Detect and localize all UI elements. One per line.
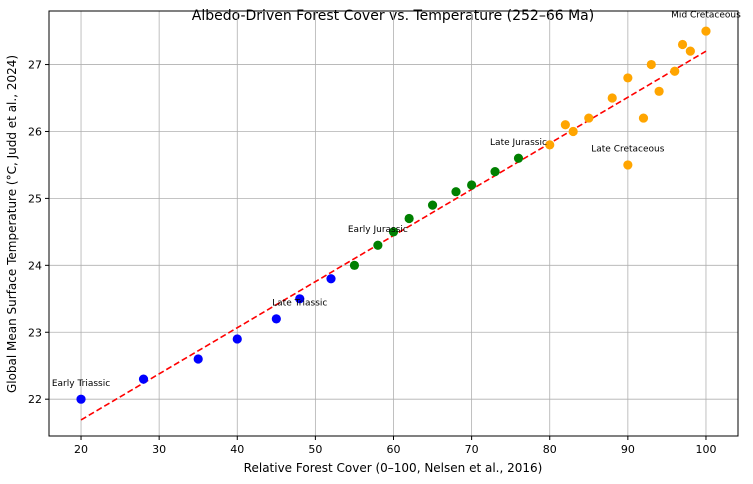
data-point (138, 374, 149, 384)
data-point (607, 93, 617, 103)
annotation-label: Mid Cretaceous (671, 11, 741, 21)
annotation-label: Late Triassic (272, 298, 327, 308)
y-tick-label: 25 (28, 192, 42, 205)
annotation-label: Late Jurassic (490, 138, 547, 148)
annotations: Early Triassic Late Triassic Early Jurassi… (52, 11, 741, 389)
x-tick-label: 70 (465, 443, 479, 456)
data-point (701, 26, 711, 36)
x-axis-ticks: 20 30 40 50 60 70 80 90 100 (74, 436, 716, 456)
annotation-label: Early Triassic (52, 379, 110, 389)
data-point (326, 274, 336, 284)
x-tick-label: 100 (695, 443, 716, 456)
y-tick-label: 22 (28, 393, 42, 406)
data-point (646, 59, 656, 70)
data-point (271, 314, 281, 324)
data-point (670, 66, 680, 76)
y-axis-label: Global Mean Surface Temperature (°C, Jud… (5, 55, 19, 393)
data-point (685, 46, 695, 56)
data-point (638, 113, 649, 123)
y-tick-label: 27 (28, 59, 42, 72)
x-tick-label: 20 (74, 443, 88, 456)
annotation-label: Early Jurassic (348, 225, 408, 235)
data-point (451, 187, 461, 197)
data-point (584, 113, 594, 123)
data-point (349, 260, 360, 270)
data-point (467, 180, 477, 190)
data-point (76, 394, 86, 404)
y-tick-label: 26 (28, 125, 42, 138)
x-tick-label: 30 (152, 443, 166, 456)
x-tick-label: 60 (387, 443, 401, 456)
y-tick-label: 24 (28, 259, 42, 272)
y-tick-label: 23 (28, 326, 42, 339)
annotation-label: Late Cretaceous (591, 145, 665, 155)
x-tick-label: 80 (543, 443, 557, 456)
data-point (373, 240, 383, 250)
x-tick-label: 50 (308, 443, 322, 456)
x-tick-label: 90 (621, 443, 635, 456)
data-point (568, 126, 578, 137)
data-point (560, 120, 570, 130)
data-point (677, 39, 688, 50)
data-points (76, 26, 711, 404)
x-axis-label: Relative Forest Cover (0–100, Nelsen et … (244, 461, 543, 475)
data-point (427, 200, 438, 210)
data-point (388, 227, 399, 237)
chart-title: Albedo-Driven Forest Cover vs. Temperatu… (192, 8, 594, 24)
data-point (545, 140, 555, 150)
data-point (513, 153, 524, 163)
data-point (623, 73, 633, 83)
data-point (193, 354, 203, 364)
y-axis-ticks: 22 23 24 25 26 27 (28, 59, 49, 406)
data-point (232, 334, 242, 344)
data-point (623, 160, 633, 170)
data-point (654, 86, 664, 96)
data-point (295, 294, 305, 304)
data-point (490, 167, 500, 177)
data-point (404, 213, 414, 224)
x-tick-label: 40 (230, 443, 244, 456)
